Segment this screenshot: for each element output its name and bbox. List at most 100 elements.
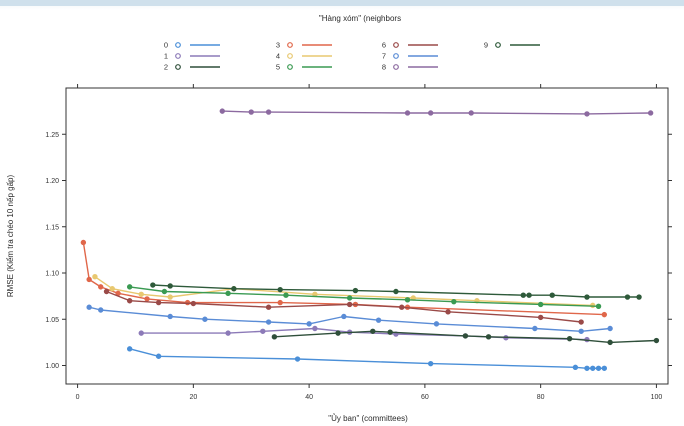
legend-marker — [175, 53, 181, 59]
legend: 0 1 2 3 4 5 6 7 8 9 — [164, 41, 540, 72]
legend-marker — [287, 53, 293, 59]
legend-item: 8 — [382, 63, 438, 72]
series-6 — [103, 288, 584, 325]
y-tick-label: 1.20 — [45, 178, 59, 185]
x-tick-label: 0 — [76, 394, 80, 401]
series-5 — [126, 284, 602, 309]
legend-item: 6 — [382, 41, 438, 50]
data-point — [126, 346, 133, 352]
x-tick-label: 20 — [189, 394, 197, 401]
legend-label: 5 — [276, 63, 280, 72]
data-point — [184, 299, 191, 306]
plot-axes: 0 20 40 60 80 100 1.00 1.05 1.10 1.15 1.20 1.25 — [45, 84, 672, 401]
series-layer — [80, 108, 660, 371]
data-point — [202, 316, 208, 322]
legend-label: 8 — [382, 63, 386, 72]
data-point — [537, 314, 544, 321]
x-tick-label: 60 — [421, 394, 429, 401]
legend-label: 2 — [164, 63, 168, 72]
data-point — [86, 276, 92, 283]
y-tick-label: 1.25 — [45, 132, 59, 139]
data-point — [578, 319, 584, 325]
data-point — [341, 313, 347, 320]
data-point — [103, 288, 110, 295]
legend-item: 7 — [382, 52, 438, 61]
data-point — [578, 328, 584, 334]
data-point — [532, 325, 538, 332]
legend-marker — [287, 42, 293, 48]
data-point — [607, 325, 613, 332]
data-point — [427, 110, 434, 116]
data-point — [601, 365, 608, 371]
data-point — [312, 325, 318, 332]
series-line — [129, 348, 605, 369]
legend-label: 6 — [382, 41, 386, 50]
y-tick-label: 1.10 — [45, 271, 59, 278]
data-point — [225, 290, 231, 297]
series-line — [106, 290, 582, 323]
legend-item: 5 — [276, 63, 332, 72]
data-point — [485, 334, 492, 340]
data-point — [161, 288, 168, 295]
x-tick-label: 40 — [305, 394, 313, 401]
y-tick-label: 1.15 — [45, 224, 59, 231]
data-point — [653, 337, 660, 344]
data-point — [109, 286, 116, 292]
y-tick-label: 1.00 — [45, 363, 59, 370]
legend-marker — [175, 64, 181, 70]
data-point — [225, 330, 231, 336]
data-point — [167, 313, 173, 320]
data-point — [526, 292, 532, 298]
data-point — [647, 110, 654, 116]
legend-label: 1 — [164, 52, 168, 61]
x-tick-label: 80 — [537, 394, 545, 401]
data-point — [584, 111, 590, 117]
y-tick-label: 1.05 — [45, 317, 59, 324]
data-point — [277, 286, 283, 293]
data-point — [433, 321, 440, 327]
data-point — [451, 298, 457, 305]
legend-title: "Hàng xóm" (neighbors — [319, 14, 401, 23]
data-point — [468, 110, 474, 116]
data-point — [167, 283, 173, 289]
data-point — [572, 364, 579, 371]
legend-label: 9 — [484, 41, 488, 50]
data-point — [346, 301, 353, 308]
data-point — [150, 282, 156, 288]
y-axis-label: RMSE (Kiểm tra chéo 10 nếp gấp) — [6, 175, 15, 298]
data-point — [590, 365, 596, 371]
data-point — [549, 292, 555, 298]
series-7 — [86, 304, 613, 334]
series-8 — [219, 108, 654, 117]
top-strip — [0, 0, 684, 6]
data-point — [126, 298, 133, 304]
plot-frame — [65, 87, 669, 385]
legend-marker — [393, 42, 399, 48]
data-point — [387, 329, 393, 335]
data-point — [248, 109, 254, 115]
data-point — [260, 328, 266, 334]
data-point — [144, 296, 150, 302]
data-point — [352, 287, 359, 294]
data-point — [265, 304, 272, 310]
data-point — [445, 309, 451, 315]
legend-label: 4 — [276, 52, 280, 61]
legend-item: 0 — [164, 41, 220, 50]
data-point — [566, 335, 573, 342]
data-point — [595, 303, 602, 309]
legend-item: 9 — [484, 41, 540, 50]
data-point — [393, 288, 399, 295]
data-point — [155, 353, 162, 359]
series-line — [89, 306, 611, 332]
series-9 — [150, 282, 642, 300]
data-point — [219, 108, 225, 114]
legend-marker — [287, 64, 293, 70]
data-point — [462, 333, 469, 339]
legend-marker — [175, 42, 181, 48]
data-point — [584, 365, 590, 371]
data-point — [98, 307, 104, 313]
data-point — [80, 239, 87, 246]
data-point — [607, 339, 613, 346]
data-point — [190, 300, 197, 307]
